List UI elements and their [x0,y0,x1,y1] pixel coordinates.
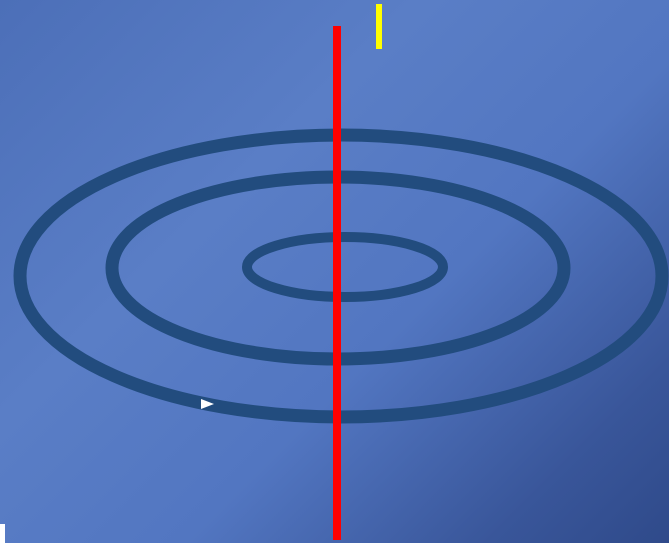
vertical-axis-line [333,26,341,540]
inner-ring [242,232,448,302]
corner-mark [0,524,5,543]
play-arrow-icon [201,399,214,409]
yellow-marker [376,4,382,49]
